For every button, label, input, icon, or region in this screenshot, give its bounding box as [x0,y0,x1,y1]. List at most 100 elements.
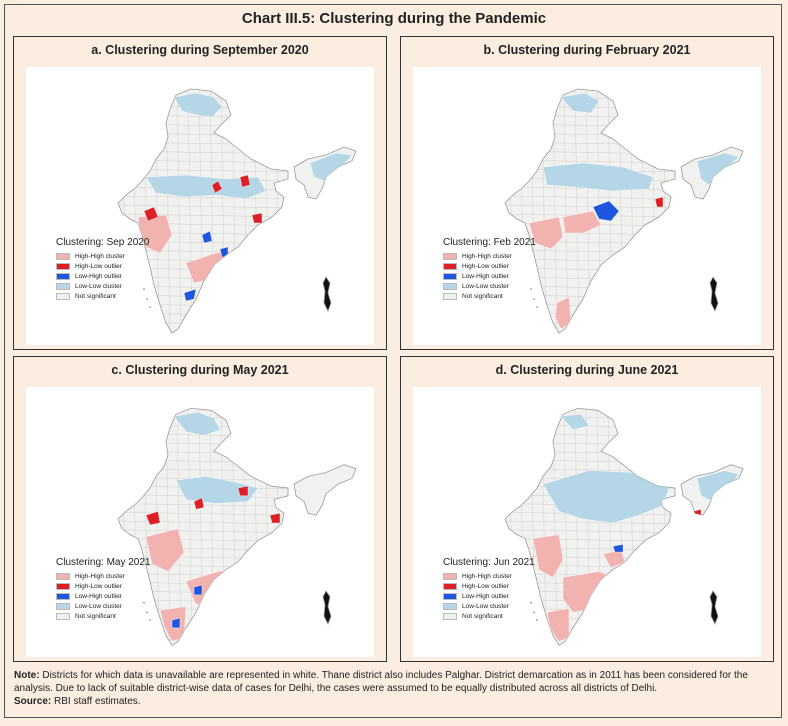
legend-swatch [56,262,70,270]
cluster-region-low-low [542,162,654,192]
legend-swatch [443,292,457,300]
legend-label: Low-High outlier [75,272,122,280]
legend-swatch [56,282,70,290]
cluster-region-high-low [211,180,223,194]
legend-label: Not significant [75,612,116,620]
cluster-region-high-high [562,571,614,613]
legend-item: High-High cluster [443,251,563,261]
legend-item: High-Low outlier [443,581,563,591]
cluster-region-low-low [145,174,267,200]
andaman-islands [322,276,332,312]
legend-title: Clustering: Jun 2021 [443,557,535,568]
cluster-region-low-low [542,470,670,524]
legend-item: High-High cluster [443,571,563,581]
legend-swatch [56,582,70,590]
legend-label: Low-Low cluster [462,602,509,610]
legend-item: Low-Low cluster [443,281,563,291]
cluster-region-high-high [546,608,570,642]
legend-label: Low-Low cluster [462,282,509,290]
cluster-region-high-high [532,534,564,578]
lakshadweep-dot [149,619,151,621]
map-area: Clustering: Jun 2021 High-High cluster Hi… [413,387,761,657]
lakshadweep-dot [143,601,145,604]
lakshadweep-dot [146,611,148,614]
lakshadweep-dot [149,306,151,308]
cluster-region-low-high [201,230,213,244]
note-text: Districts for which data is unavailable … [14,670,748,694]
india-map [117,88,357,334]
legend-item: Low-Low cluster [443,601,563,611]
panel-may-2021: c. Clustering during May 2021 Clustering… [13,356,387,662]
legend-title: Clustering: Sep 2020 [56,237,150,248]
legend-title: Clustering: Feb 2021 [443,237,536,248]
legend-swatch [56,572,70,580]
cluster-region-high-high [145,528,185,572]
legend-item: Not significant [56,291,176,301]
legend-label: High-Low outlier [75,262,122,270]
legend-swatch [443,592,457,600]
cluster-region-high-low [251,212,263,224]
legend-swatch [56,592,70,600]
panel-feb-2021: b. Clustering during February 2021 Clust… [400,36,774,350]
legend-item: Not significant [443,291,563,301]
india-mainland [117,88,289,334]
cluster-region-low-high [193,584,203,596]
cluster-region-high-low [143,206,159,222]
cluster-region-high-high [528,216,564,250]
lakshadweep-dot [143,288,145,290]
india-map [504,407,744,646]
cluster-region-high-low [239,174,251,188]
cluster-region-low-high [171,617,181,629]
cluster-region-low-low [560,92,600,114]
panel-title: a. Clustering during September 2020 [91,43,309,57]
cluster-region-low-high [592,200,620,222]
cluster-region-low-low [175,476,259,504]
legend-item: Low-High outlier [443,271,563,281]
andaman-islands [322,590,332,625]
legend-item: Low-High outlier [443,591,563,601]
legend-label: High-High cluster [462,252,512,260]
legend-item: High-High cluster [56,251,176,261]
legend-swatch [443,252,457,260]
map-area: Clustering: Feb 2021 High-High cluster Hi… [413,67,761,345]
lakshadweep-dot [533,298,535,300]
legend-item: Low-Low cluster [56,601,176,611]
legend-label: Low-High outlier [462,592,509,600]
lakshadweep-dot [533,611,535,614]
source-text: RBI staff estimates. [54,696,141,707]
legend-item: Low-High outlier [56,591,176,601]
legend-swatch [56,602,70,610]
legend-label: High-Low outlier [462,582,509,590]
india-map [504,88,744,334]
legend-title: Clustering: May 2021 [56,557,151,568]
cluster-region-low-low [173,412,221,436]
legend-item: High-Low outlier [56,261,176,271]
legend-swatch [56,612,70,620]
lakshadweep-dot [536,306,538,308]
legend-item: High-High cluster [56,571,176,581]
legend-swatch [443,282,457,290]
lakshadweep-dot [530,288,532,290]
legend-label: Not significant [462,292,503,300]
map-area: Clustering: Sep 2020 High-High cluster Hi… [26,67,374,345]
northeast-region [293,464,357,516]
cluster-region-high-low [269,513,281,524]
footnote: Note: Districts for which data is unavai… [14,669,774,708]
map-legend: Clustering: May 2021 High-High cluster Hi… [56,557,176,621]
panel-title: b. Clustering during February 2021 [483,43,691,57]
legend-swatch [443,582,457,590]
legend-label: High-High cluster [75,572,125,580]
legend-label: Low-Low cluster [75,282,122,290]
map-legend: Clustering: Jun 2021 High-High cluster Hi… [443,557,563,621]
legend-item: Not significant [443,611,563,621]
cluster-region-high-low [654,196,664,208]
panel-title: c. Clustering during May 2021 [111,363,289,377]
cluster-region-high-high [554,296,572,330]
legend-label: Low-Low cluster [75,602,122,610]
cluster-region-low-low [173,92,223,118]
panel-sep-2020: a. Clustering during September 2020 Clus… [13,36,387,350]
cluster-region-high-low [145,511,161,526]
legend-swatch [443,262,457,270]
legend-label: High-High cluster [462,572,512,580]
legend-swatch [56,252,70,260]
